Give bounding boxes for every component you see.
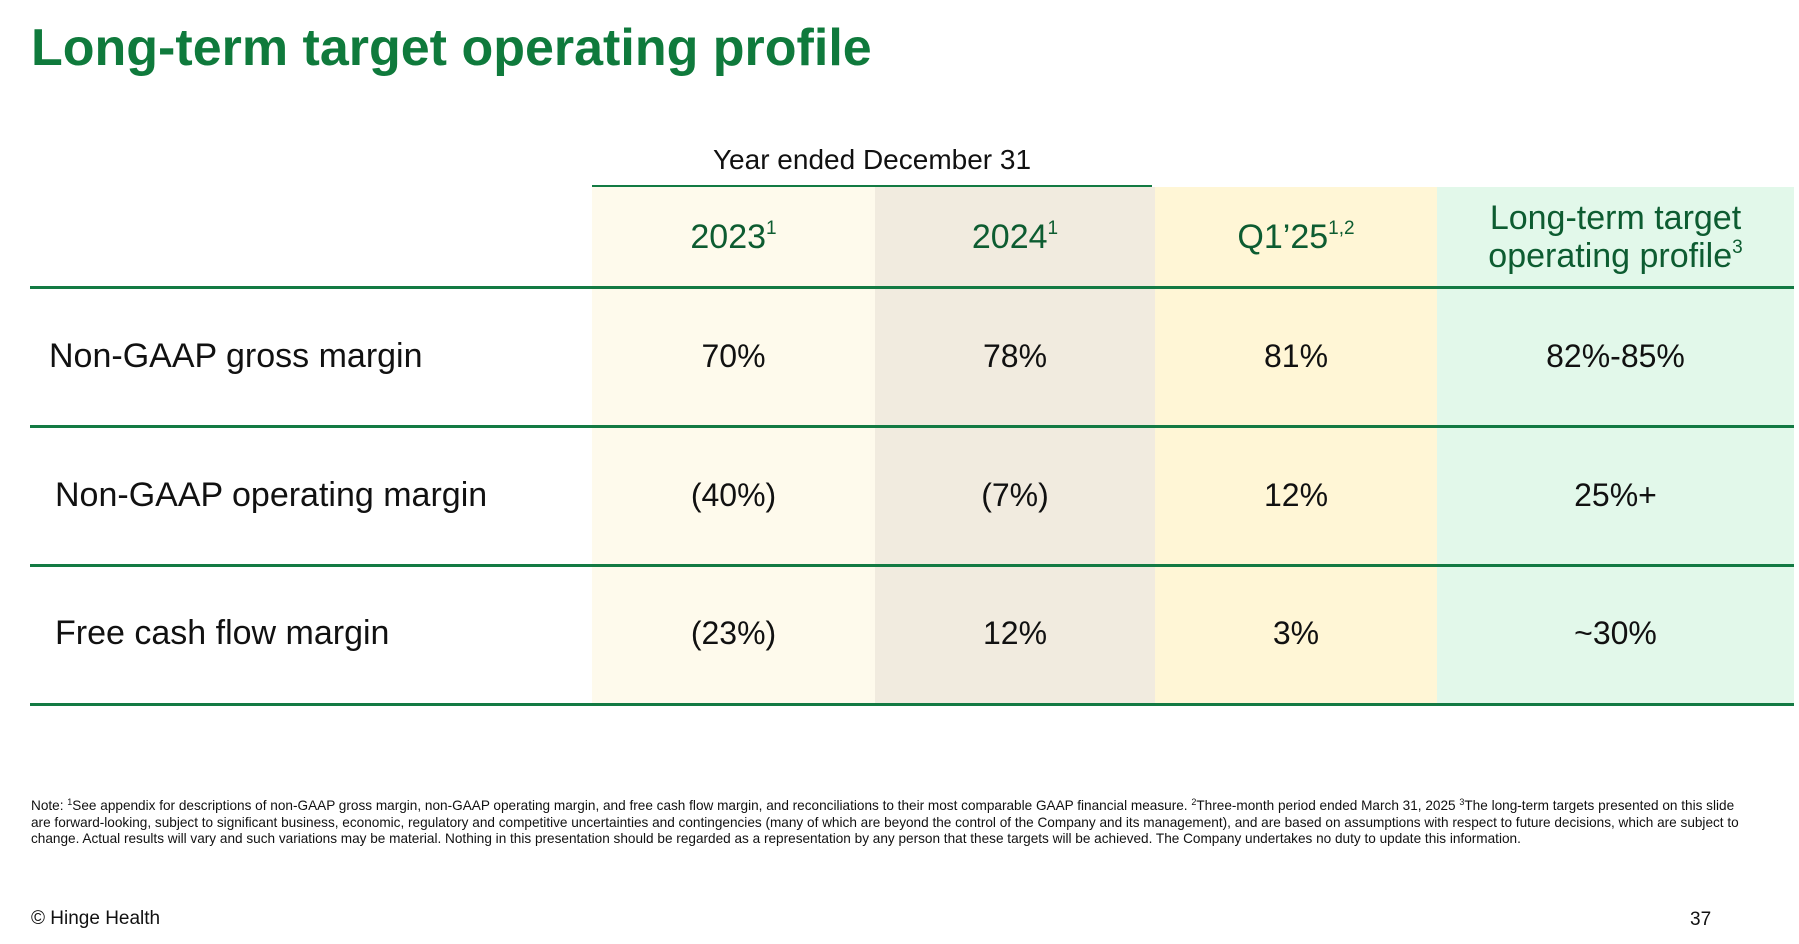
table-cell: (40%) [690, 477, 777, 513]
column-header-footnote: 1 [766, 218, 777, 239]
row-divider [30, 425, 1794, 428]
row-label-free-cash-flow-margin: Free cash flow margin [55, 614, 390, 652]
row-label-gross-margin: Non-GAAP gross margin [49, 337, 423, 375]
table-cell: 82%-85% [1546, 338, 1685, 374]
footnote-marker: 3 [1459, 797, 1465, 807]
row-label-operating-margin: Non-GAAP operating margin [55, 476, 488, 514]
column-header-2023: 20231 [592, 187, 875, 287]
row-divider [30, 564, 1794, 567]
footnote-marker: 1 [67, 797, 73, 807]
table-bottom-rule [30, 703, 1794, 706]
footnote-marker: 2 [1191, 797, 1197, 807]
column-header-label: Long-term target [1489, 199, 1742, 237]
table-cell: 70% [701, 338, 766, 374]
column-header-footnote: 3 [1732, 237, 1743, 258]
table-cell: 78% [982, 338, 1048, 374]
column-header-label: 2023 [690, 218, 767, 256]
column-header-2024: 20241 [875, 187, 1155, 287]
table-cell: ~30% [1574, 615, 1657, 651]
column-header-label: 2024 [971, 218, 1048, 256]
column-header-target: Long-term target operating profile3 [1437, 187, 1794, 287]
header-bottom-rule [30, 286, 1794, 289]
footnote-prefix: Note: [31, 798, 68, 813]
footnote-text: The long-term targets presented on this … [31, 798, 1739, 846]
column-band-target [1437, 187, 1794, 706]
column-header-label: Q1’25 [1237, 218, 1329, 256]
group-header-underline [592, 185, 1152, 188]
table-cell: 12% [1263, 477, 1329, 513]
column-header-q125: Q1’251,2 [1155, 187, 1437, 287]
column-band-q125 [1155, 187, 1437, 706]
footnote-text: See appendix for descriptions of non-GAA… [72, 798, 1192, 813]
table-cell: 81% [1263, 338, 1329, 374]
column-header-footnote: 1 [1047, 218, 1059, 239]
page-title: Long-term target operating profile [31, 19, 872, 77]
footnote: Note: 1See appendix for descriptions of … [31, 798, 1741, 848]
table-cell: (7%) [981, 477, 1049, 513]
table-cell: (23%) [690, 615, 777, 651]
table-cell: 12% [982, 615, 1048, 651]
page-number: 37 [1690, 909, 1712, 930]
copyright: © Hinge Health [31, 908, 161, 929]
column-header-label-line2: operating profile [1488, 237, 1733, 275]
table-cell: 3% [1272, 615, 1320, 651]
column-band-2024 [875, 187, 1155, 706]
year-group-header: Year ended December 31 [712, 144, 1032, 175]
table-cell: 25%+ [1574, 477, 1657, 513]
column-band-2023 [592, 187, 875, 706]
footnote-text: Three-month period ended March 31, 2025 [1196, 798, 1460, 813]
column-header-footnote: 1,2 [1328, 218, 1355, 239]
